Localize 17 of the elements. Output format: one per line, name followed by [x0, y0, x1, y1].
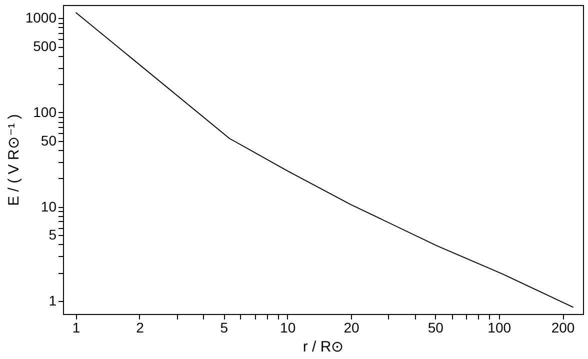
x-tick-label: 10	[280, 320, 296, 336]
x-tick-label: 20	[344, 320, 360, 336]
x-tick-label: 5	[220, 320, 228, 336]
x-axis-title: r / R⊙	[302, 338, 344, 356]
y-tick-label: 500	[33, 38, 57, 54]
y-tick-label: 1	[48, 292, 57, 309]
y-tick-label: 1000	[25, 10, 57, 26]
y-tick-label: 100	[33, 104, 57, 120]
y-tick-label: 50	[40, 132, 57, 148]
y-tick-label: 10	[40, 198, 57, 214]
x-tick-label: 50	[428, 320, 444, 336]
x-tick-label: 100	[488, 320, 512, 336]
y-axis-title: E / ( V R⊙⁻¹ )	[5, 114, 22, 206]
x-tick-label: 1	[72, 320, 80, 336]
y-tick-label: 5	[48, 226, 57, 243]
x-tick-label: 200	[551, 320, 575, 336]
x-tick-label: 2	[136, 320, 144, 336]
